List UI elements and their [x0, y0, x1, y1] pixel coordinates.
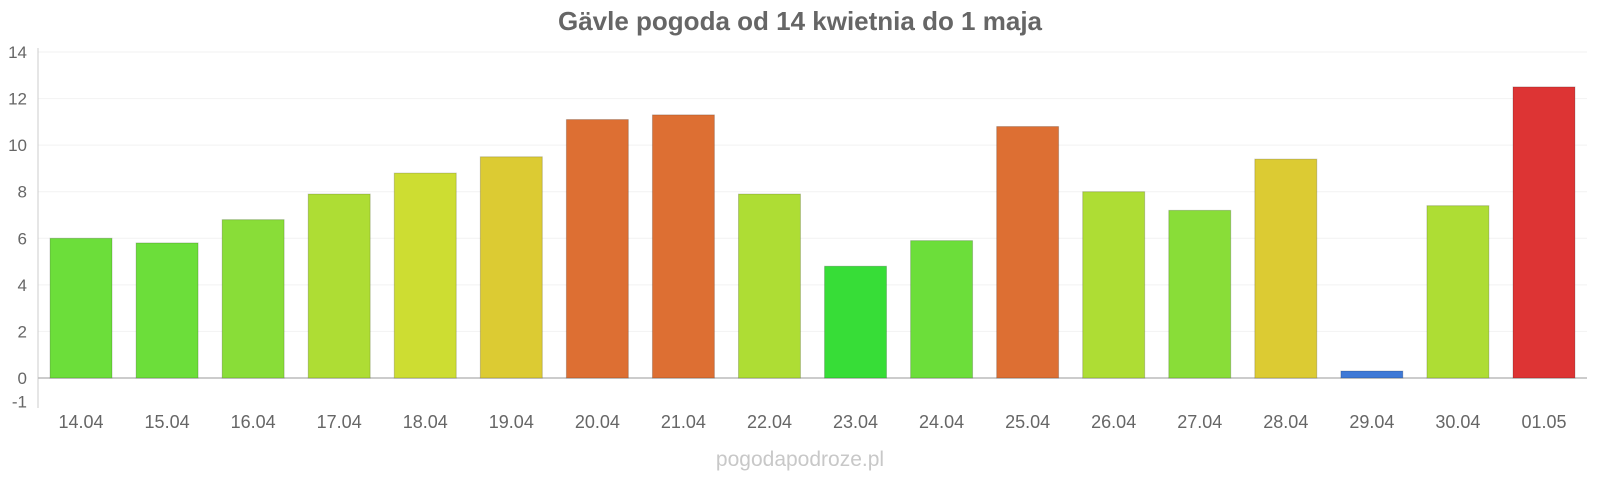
- x-tick-labels: 14.04 15.04 16.04 17.04 18.04 19.04 20.04 21.04…: [59, 412, 1567, 432]
- x-tick-label: 27.04: [1177, 412, 1222, 432]
- bars: [49, 86, 1576, 379]
- y-tick-labels: -1 0 2 4 6 8 10 12 14: [8, 43, 27, 411]
- y-tick-label: 4: [18, 276, 27, 295]
- y-tick-label: -1: [12, 392, 27, 411]
- x-tick-label: 29.04: [1349, 412, 1394, 432]
- bar: [479, 156, 543, 379]
- x-tick-label: 23.04: [833, 412, 878, 432]
- y-tick-label: 12: [8, 90, 27, 109]
- bar: [307, 193, 371, 379]
- bar: [1340, 370, 1404, 379]
- x-tick-label: 17.04: [317, 412, 362, 432]
- bar: [49, 237, 113, 379]
- x-tick-label: 16.04: [231, 412, 276, 432]
- bar: [565, 119, 629, 379]
- axes: [37, 48, 1587, 408]
- x-tick-label: 18.04: [403, 412, 448, 432]
- x-tick-label: 30.04: [1435, 412, 1480, 432]
- bar: [910, 240, 974, 379]
- x-tick-label: 20.04: [575, 412, 620, 432]
- y-tick-label: 14: [8, 43, 27, 62]
- bar: [651, 114, 715, 379]
- bar: [1168, 209, 1232, 379]
- bar: [996, 126, 1060, 379]
- x-tick-label: 19.04: [489, 412, 534, 432]
- bar: [1254, 158, 1318, 379]
- y-tick-label: 8: [18, 183, 27, 202]
- bar: [1082, 191, 1146, 379]
- bar: [824, 265, 888, 379]
- x-tick-label: 28.04: [1263, 412, 1308, 432]
- x-tick-label: 24.04: [919, 412, 964, 432]
- y-tick-label: 2: [18, 322, 27, 341]
- x-tick-label: 25.04: [1005, 412, 1050, 432]
- x-tick-label: 26.04: [1091, 412, 1136, 432]
- bar: [1426, 205, 1490, 379]
- grid-lines: [38, 51, 1587, 332]
- bar: [393, 172, 457, 379]
- chart-title: Gävle pogoda od 14 kwietnia do 1 maja: [557, 6, 1043, 36]
- x-tick-label: 14.04: [59, 412, 104, 432]
- x-tick-label: 15.04: [145, 412, 190, 432]
- x-tick-label: 22.04: [747, 412, 792, 432]
- x-tick-label: 21.04: [661, 412, 706, 432]
- watermark: pogodapodroze.pl: [715, 448, 885, 471]
- bar: [1512, 86, 1576, 379]
- bar: [135, 242, 199, 379]
- bar: [221, 219, 285, 379]
- y-tick-label: 6: [18, 229, 27, 248]
- x-tick-label: 01.05: [1521, 412, 1566, 432]
- y-tick-label: 10: [8, 136, 27, 155]
- y-tick-label: 0: [18, 369, 27, 388]
- bar: [737, 193, 801, 379]
